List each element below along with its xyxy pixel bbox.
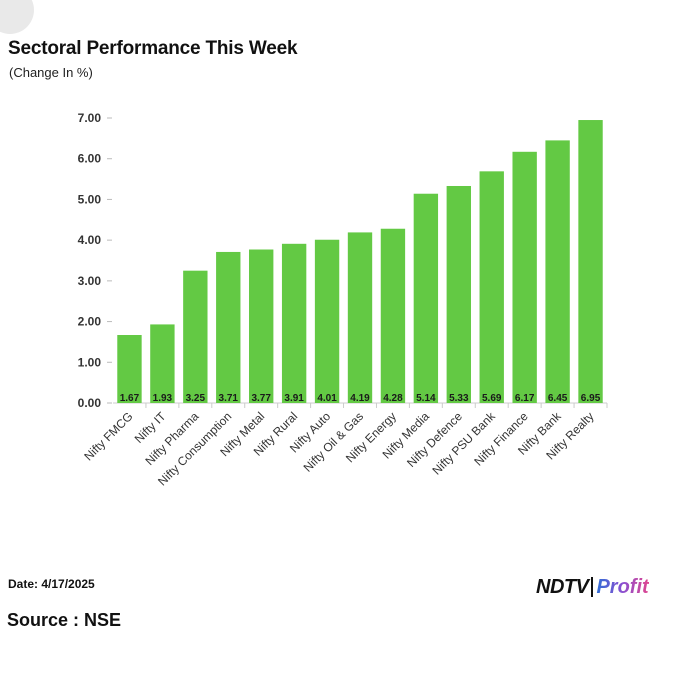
- y-tick-label: 0.00: [78, 396, 102, 410]
- y-tick-label: 3.00: [78, 274, 102, 288]
- y-tick-label: 6.00: [78, 152, 102, 166]
- logo-ndtv-text: NDTV: [536, 575, 589, 598]
- date-label: Date: 4/17/2025: [8, 577, 95, 591]
- bar-value-label: 5.69: [482, 393, 502, 404]
- source-label: Source : NSE: [7, 610, 122, 630]
- bar: [281, 243, 307, 403]
- bar-value-label: 3.77: [251, 393, 271, 404]
- bar-value-label: 6.17: [515, 393, 535, 404]
- bar-value-label: 3.25: [186, 393, 206, 404]
- bar: [578, 120, 603, 404]
- bar-value-label: 3.71: [219, 393, 239, 404]
- bar: [216, 251, 241, 403]
- chart-title: Sectoral Performance This Week: [8, 38, 298, 59]
- bar: [150, 324, 175, 403]
- y-tick-label: 5.00: [78, 192, 102, 206]
- bar-value-label: 5.14: [416, 393, 436, 404]
- bar-value-label: 4.19: [350, 393, 370, 404]
- bar: [512, 151, 537, 403]
- bar: [479, 171, 504, 403]
- bar: [446, 185, 471, 403]
- bar: [249, 249, 274, 403]
- bar-value-label: 6.45: [548, 393, 568, 404]
- bar: [183, 270, 208, 403]
- bar-value-label: 4.01: [317, 393, 337, 404]
- bar: [380, 228, 406, 403]
- y-tick-label: 2.00: [78, 315, 102, 329]
- x-category-label: Nifty FMCG: [81, 409, 135, 463]
- bar-value-label: 6.95: [581, 393, 601, 404]
- bar: [117, 335, 142, 403]
- bar: [413, 193, 439, 403]
- y-tick-label: 1.00: [78, 355, 102, 369]
- ndtv-profit-logo: NDTV Profit: [536, 574, 649, 600]
- y-tick-label: 4.00: [78, 233, 102, 247]
- y-tick-label: 7.00: [78, 111, 102, 125]
- logo-separator: [591, 577, 594, 597]
- bar-value-label: 1.67: [120, 393, 140, 404]
- bar-value-label: 3.91: [284, 393, 304, 404]
- bar: [347, 232, 373, 403]
- bar-value-label: 5.33: [449, 393, 469, 404]
- bar-value-label: 1.93: [153, 393, 173, 404]
- bar: [545, 140, 570, 403]
- bar-value-label: 4.28: [383, 393, 403, 404]
- logo-profit-text: Profit: [596, 575, 649, 598]
- chart-subtitle: (Change In %): [9, 65, 93, 80]
- bar-chart: 0.00 1.00 2.00 3.00 4.00 5.00 6.00 7.00 1.67 Nift…: [78, 111, 608, 488]
- bar: [314, 239, 340, 403]
